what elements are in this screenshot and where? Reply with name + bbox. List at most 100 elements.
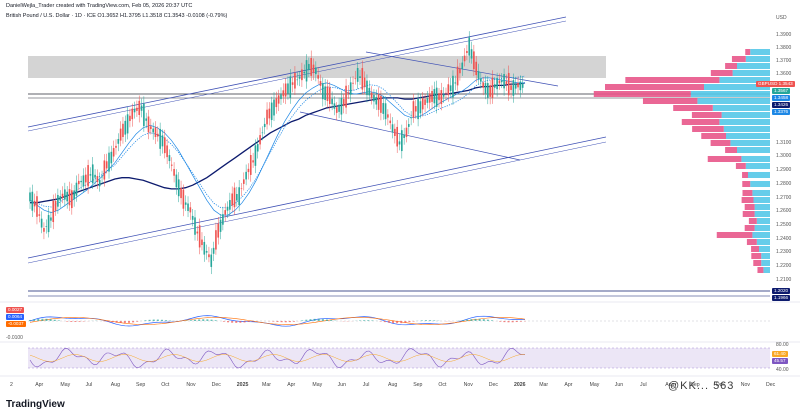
candle-body [333,103,336,109]
time-tick-label: May [590,382,600,388]
price-tick-label: 1.2100 [776,277,792,283]
candle-body [105,161,108,169]
price-tick-label: 1.3100 [776,140,792,146]
candle-body [428,93,431,103]
macd-bar [276,321,279,322]
macd-bar [29,319,31,321]
candle-body [461,62,464,69]
macd-bar [396,321,399,324]
candle-body [398,141,401,145]
candle-body [194,217,196,235]
macd-bar [503,321,506,323]
candle-body [287,83,289,94]
candle-body [122,123,124,138]
macd-bar [433,320,436,321]
macd-bar [367,320,370,321]
macd-bar [247,321,250,322]
candle-body [119,128,122,141]
macd-bar [189,320,192,321]
macd-bar [511,321,514,323]
triangle-top [365,51,559,87]
candle-body [468,37,471,56]
candle-body [89,174,92,176]
candle-body [352,82,354,84]
candle-body [138,100,141,115]
price-tag: 1.3426 [772,102,791,108]
candle-body [229,200,231,210]
profile-sell-bar [710,140,731,146]
macd-bar [37,318,40,321]
candle-body [315,67,317,75]
profile-buy-bar [719,77,770,83]
macd-bar [462,320,465,321]
candle-body [322,83,324,100]
profile-sell-bar [744,225,755,231]
rsi-tag-2: 45.57 [772,358,788,364]
candle-body [189,207,192,213]
price-axis: 1.3900 1.3800 1.3700 1.3600 1.3100 1.3000 1.29… [776,32,792,283]
candle-body [405,127,408,137]
candle-body [184,202,187,205]
candle-body [291,82,294,85]
candle-body [284,83,287,97]
candle-body [477,71,480,79]
candle-body [298,76,301,79]
candle-body [259,135,261,145]
candle-body [145,118,148,121]
profile-sell-bar [725,63,737,69]
time-tick-label: May [312,382,322,388]
price-tick-label: 1.3800 [776,45,792,51]
candle-body [64,189,66,200]
macd-bar [33,319,36,321]
tradingview-logo[interactable]: TradingView [6,399,65,410]
candle-body [493,84,496,88]
candle-body [131,108,134,120]
candle-body [168,155,171,162]
profile-buy-bar [721,112,770,118]
candle-body [521,83,524,88]
candle-body [66,191,68,202]
macd-bar [400,321,403,324]
profile-buy-bar [750,181,770,187]
candle-body [261,132,264,134]
macd-bar [482,319,485,321]
candle-body [475,61,478,76]
time-tick-label: Apr [287,382,295,388]
candle-body [110,151,113,164]
candle-body [159,128,161,149]
candle-body [170,164,173,166]
time-tick-label: Jun [615,382,623,388]
candle-body [154,127,157,138]
candle-body [303,71,306,74]
brand-label: TradingView [6,399,65,410]
macd-bar [165,320,168,321]
candle-body [342,99,345,106]
macd-bar [123,321,126,324]
candle-body [514,84,517,89]
candle-body [414,106,417,112]
candle-body [147,116,150,133]
profile-sell-bar [751,246,759,252]
profile-buy-bar [748,172,770,178]
candle-body [517,82,519,88]
candle-body [380,96,382,113]
macd-bar [293,321,295,322]
candle-body [75,182,78,196]
candle-body [484,82,487,94]
profile-sell-bar [742,181,751,187]
macd-bar [128,321,130,323]
profile-sell-bar [593,91,691,97]
candle-body [338,104,340,112]
time-tick-label: Aug [111,382,120,388]
candle-body [435,87,438,107]
candle-body [403,134,405,138]
candle-body [182,189,185,209]
candle-body [136,107,138,111]
profile-buy-bar [745,56,770,62]
candle-body [391,124,394,133]
candle-body [38,214,41,216]
profile-sell-bar [710,70,733,76]
candle-body [510,85,512,90]
candle-body [157,133,159,137]
